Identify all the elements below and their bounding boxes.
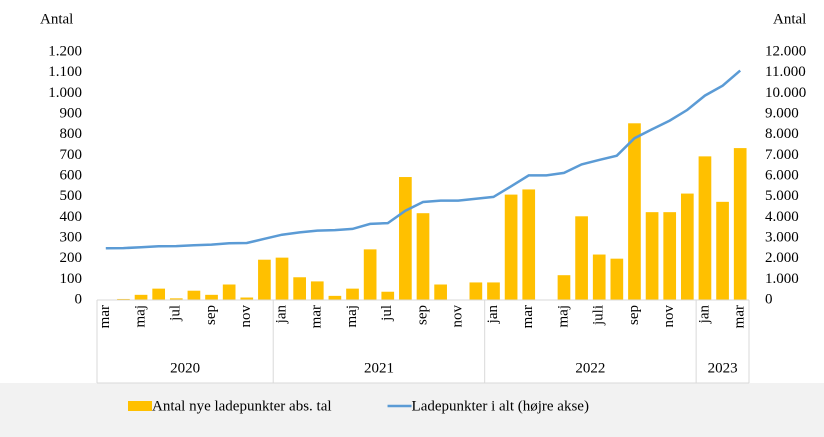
bar — [522, 189, 536, 300]
bar — [663, 212, 677, 300]
x-tick-label: maj — [555, 305, 571, 328]
x-tick-label: jul — [379, 305, 395, 322]
y-tick-label: 500 — [60, 188, 83, 204]
x-tick-label: nov — [450, 305, 466, 328]
y-tick-label: 1.200 — [48, 43, 82, 59]
bar — [645, 212, 659, 300]
bar — [434, 284, 447, 300]
y2-tick-label: 0 — [765, 291, 773, 307]
bar — [117, 298, 130, 300]
y-tick-label: 0 — [75, 291, 83, 307]
x-tick-label: jan — [696, 305, 712, 325]
y-tick-label: 400 — [60, 209, 83, 225]
x-tick-label: sep — [626, 305, 642, 325]
legend-label: Antal nye ladepunkter abs. tal — [152, 398, 332, 414]
y2-tick-label: 6.000 — [765, 167, 799, 183]
y-tick-label: 300 — [60, 229, 83, 245]
y2-tick-label: 9.000 — [765, 105, 799, 121]
bar — [487, 282, 500, 300]
bar — [346, 288, 359, 300]
bar — [310, 281, 324, 300]
bar — [187, 290, 201, 300]
bar — [240, 297, 254, 300]
x-tick-label: jan — [485, 305, 501, 325]
bar — [698, 156, 712, 300]
y-tick-label: 700 — [60, 147, 83, 163]
x-tick-label: nov — [661, 305, 677, 328]
y2-tick-label: 12.000 — [765, 43, 806, 59]
x-tick-label: nov — [238, 305, 254, 328]
bar — [381, 291, 395, 300]
legend-label: Ladepunkter i alt (højre akse) — [412, 398, 589, 414]
plot-background — [0, 0, 824, 383]
y2-tick-label: 3.000 — [765, 229, 799, 245]
x-tick-label: juli — [591, 305, 607, 326]
y-tick-label: 900 — [60, 105, 83, 121]
y2-axis-label: Antal — [773, 11, 806, 27]
legend-swatch — [128, 401, 152, 411]
y2-tick-label: 5.000 — [765, 188, 799, 204]
x-tick-label: maj — [344, 305, 360, 328]
y2-tick-label: 11.000 — [765, 64, 806, 80]
y-tick-label: 800 — [60, 126, 83, 142]
bar — [469, 282, 483, 300]
y2-tick-label: 8.000 — [765, 126, 799, 142]
y2-tick-label: 2.000 — [765, 250, 799, 266]
bar — [592, 254, 606, 300]
bar — [363, 249, 377, 300]
bar — [504, 194, 518, 300]
y2-tick-label: 4.000 — [765, 209, 799, 225]
x-tick-label: maj — [132, 305, 148, 328]
x-tick-label: mar — [97, 305, 113, 328]
y-tick-label: 1.100 — [48, 64, 82, 80]
bar — [416, 213, 430, 300]
bar — [716, 201, 729, 300]
bar — [222, 284, 236, 300]
x-tick-label: jul — [168, 305, 184, 322]
x-tick-label: mar — [520, 305, 536, 328]
bar — [733, 148, 747, 300]
bar — [169, 298, 183, 300]
x-tick-label: sep — [203, 305, 219, 325]
x-tick-label: sep — [414, 305, 430, 325]
line — [105, 69, 742, 250]
year-label: 2021 — [364, 360, 394, 376]
x-tick-label: jan — [273, 305, 289, 325]
bar — [680, 193, 694, 300]
y2-tick-label: 10.000 — [765, 85, 806, 101]
y2-tick-label: 1.000 — [765, 271, 799, 287]
bar — [399, 177, 412, 300]
bar — [205, 294, 218, 300]
bar — [152, 288, 166, 300]
bar — [328, 295, 342, 300]
y-tick-label: 1.000 — [48, 85, 82, 101]
bar — [557, 275, 571, 300]
year-label: 2020 — [170, 360, 200, 376]
bar — [134, 294, 148, 300]
year-label: 2023 — [708, 360, 738, 376]
bar — [275, 257, 289, 300]
x-tick-label: mar — [732, 305, 748, 328]
y2-tick-label: 7.000 — [765, 147, 799, 163]
y-tick-label: 100 — [60, 271, 83, 287]
bar — [575, 216, 588, 300]
year-label: 2022 — [575, 360, 605, 376]
bar — [628, 123, 641, 300]
y-axis-label: Antal — [40, 11, 73, 27]
bar — [258, 259, 271, 300]
y-tick-label: 600 — [60, 167, 83, 183]
x-tick-label: mar — [309, 305, 325, 328]
bar — [610, 258, 624, 300]
bar — [293, 277, 306, 300]
y-tick-label: 200 — [60, 250, 83, 266]
